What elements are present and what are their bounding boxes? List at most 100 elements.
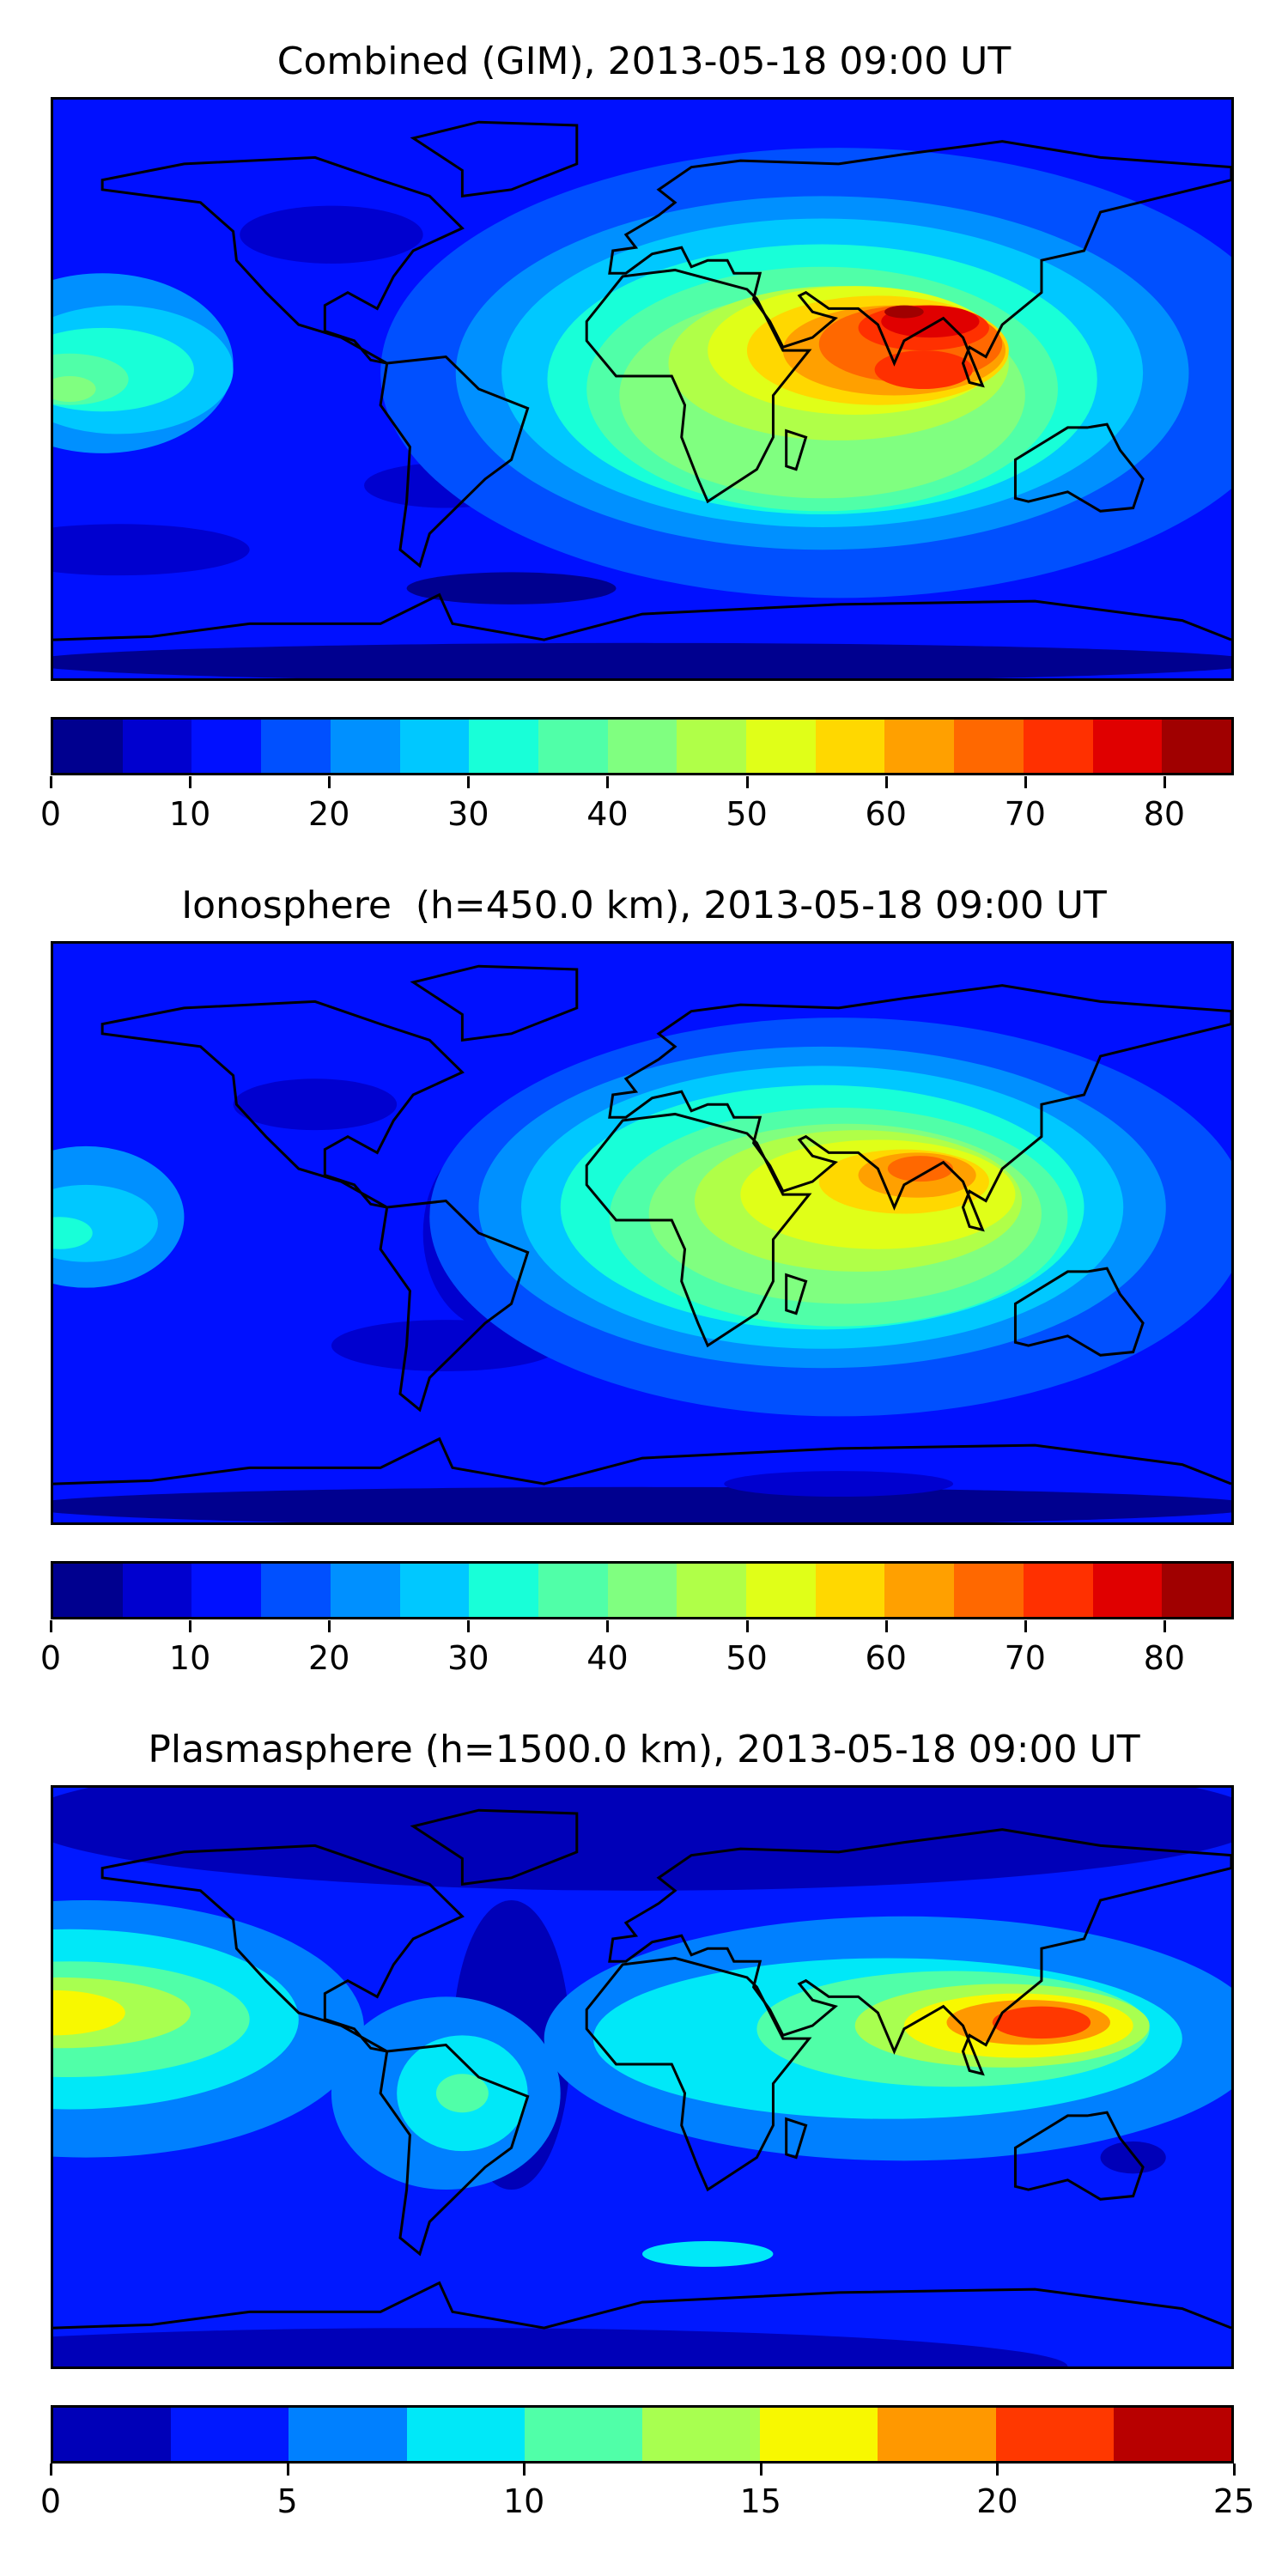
colorbar-tick-mark — [606, 776, 610, 788]
colorbar-tick-label: 10 — [168, 1639, 211, 1677]
colorbar-segment — [289, 2408, 407, 2461]
coastline — [787, 431, 806, 470]
colorbar-segment — [191, 1564, 262, 1617]
contour-region-level-13 — [887, 1156, 954, 1182]
coastline — [102, 1845, 462, 2051]
colorbar-tick-mark — [745, 1620, 749, 1632]
colorbar-segment — [954, 1564, 1024, 1617]
contour-region-level-0 — [53, 1486, 1231, 1522]
contour-map-ionosphere — [53, 944, 1231, 1522]
colorbar-segment — [330, 1564, 400, 1617]
colorbar-tick-label: 50 — [726, 1639, 768, 1677]
colorbar-segment — [261, 720, 331, 773]
colorbar-tick-mark — [50, 1620, 52, 1632]
map-plasmasphere — [51, 1785, 1234, 2369]
colorbar-segment — [954, 720, 1024, 773]
colorbar-tick-label: 10 — [503, 2482, 545, 2520]
map-ionosphere — [51, 941, 1234, 1525]
colorbar-tick-label: 15 — [739, 2482, 781, 2520]
colorbar-tick-label: 20 — [308, 1639, 350, 1677]
colorbar-tick-label: 5 — [276, 2482, 298, 2520]
coastline — [1015, 424, 1143, 511]
colorbar-tick-label: 25 — [1212, 2482, 1255, 2520]
colorbar-tick-label: 80 — [1143, 795, 1186, 833]
colorbar-tick-mark — [1024, 1620, 1027, 1632]
contour-region-level-6 — [53, 1217, 93, 1249]
contour-region-level-14 — [874, 350, 973, 389]
colorbar-tick-label: 30 — [447, 1639, 489, 1677]
panel-title-plasmasphere: Plasmasphere (h=1500.0 km), 2013-05-18 0… — [148, 1728, 1140, 1771]
coastline-antarctica — [53, 1439, 1231, 1484]
colorbar-tick-mark — [50, 2464, 52, 2476]
colorbar-segment — [1162, 720, 1231, 773]
colorbar-tick-label: 80 — [1143, 1639, 1186, 1677]
coastline — [1015, 2112, 1143, 2199]
colorbar-tick-mark — [189, 1620, 192, 1632]
contour-region-level-8 — [992, 2006, 1091, 2039]
contour-region-level-1 — [331, 1320, 561, 1372]
contour-region-level-1 — [724, 1471, 954, 1498]
contour-region-level-0 — [1100, 2141, 1166, 2174]
colorbar-segment — [538, 1564, 608, 1617]
colorbar-segment — [1092, 720, 1163, 773]
colorbar-tick-mark — [759, 2464, 762, 2476]
colorbar-segment — [677, 720, 747, 773]
coastline — [413, 1810, 577, 1884]
colorbar-tick-mark — [189, 776, 192, 788]
colorbar-segment — [330, 720, 400, 773]
colorbar-segment — [1023, 1564, 1093, 1617]
colorbar-tick-label: 0 — [39, 1639, 62, 1677]
colorbar-tick-label: 70 — [1004, 795, 1046, 833]
contour-region-level-0 — [53, 2328, 1068, 2366]
colorbar-segment — [53, 720, 123, 773]
colorbar-tick-mark — [1163, 1620, 1166, 1632]
contour-region-level-6 — [53, 1990, 125, 2036]
colorbar-segment — [878, 2408, 996, 2461]
colorbar-tick-mark — [1024, 776, 1027, 788]
colorbar-tick-label: 0 — [39, 2482, 62, 2520]
colorbar-ionosphere — [51, 1561, 1234, 1619]
contour-region-level-16 — [884, 305, 924, 319]
colorbar-tick-mark — [745, 776, 749, 788]
colorbar-ticks-ionosphere: 0 10 20 30 40 50 60 70 80 — [40, 1620, 1234, 1680]
colorbar-segment — [677, 1564, 747, 1617]
colorbar-tick-label: 10 — [168, 795, 211, 833]
colorbar-tick-label: 60 — [865, 1639, 907, 1677]
colorbar-segment — [884, 720, 955, 773]
colorbar-segment — [191, 720, 262, 773]
colorbar-segment — [884, 1564, 955, 1617]
colorbar-ticks-plasmasphere: 0 5 10 15 20 25 — [40, 2464, 1255, 2524]
panel-title-combined: Combined (GIM), 2013-05-18 09:00 UT — [276, 39, 1012, 83]
colorbar-tick-label: 30 — [447, 795, 489, 833]
colorbar-combined — [51, 717, 1234, 775]
contour-region-level-0 — [53, 642, 1231, 678]
coastline — [586, 270, 809, 501]
colorbar-segment — [1162, 1564, 1231, 1617]
coastline-antarctica — [53, 595, 1231, 640]
colorbar-segment — [1113, 2408, 1232, 2461]
colorbar-segment — [746, 1564, 816, 1617]
colorbar-segment — [760, 2408, 878, 2461]
colorbar-segment — [1023, 720, 1093, 773]
contour-map-combined — [53, 100, 1231, 678]
coastline-antarctica — [53, 2283, 1231, 2328]
map-combined — [51, 97, 1234, 681]
colorbar-tick-mark — [1233, 2464, 1236, 2476]
colorbar-tick-label: 40 — [586, 795, 629, 833]
colorbar-tick-label: 70 — [1004, 1639, 1046, 1677]
colorbar-tick-mark — [467, 776, 471, 788]
coastline — [413, 122, 577, 196]
colorbar-tick-mark — [328, 776, 331, 788]
colorbar-segment — [399, 720, 470, 773]
coastline — [380, 357, 527, 566]
colorbar-segment — [607, 1564, 677, 1617]
coastline — [610, 986, 1231, 1230]
contour-region-level-4 — [435, 2074, 489, 2113]
coastline — [102, 1001, 462, 1207]
colorbar-tick-mark — [467, 1620, 471, 1632]
colorbar-tick-mark — [1163, 776, 1166, 788]
colorbar-segment — [261, 1564, 331, 1617]
contour-region-level-3 — [642, 2240, 774, 2267]
colorbar-tick-mark — [286, 2464, 289, 2476]
coastline — [413, 966, 577, 1040]
